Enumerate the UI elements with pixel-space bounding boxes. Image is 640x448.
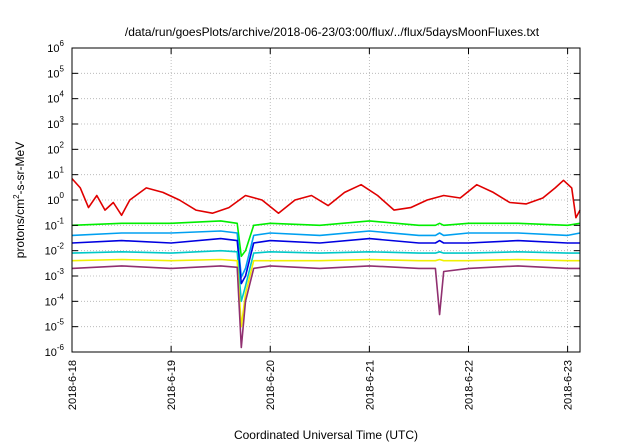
y-tick-label: 102 bbox=[47, 140, 64, 156]
y-axis-label: protons/cm2-s-sr-MeV bbox=[12, 142, 27, 258]
series-group bbox=[71, 178, 581, 349]
y-tick-label-exponent: 6 bbox=[60, 39, 65, 48]
y-tick-label-base: 10 bbox=[45, 347, 57, 359]
y-tick-label-exponent: -5 bbox=[57, 318, 65, 327]
y-tick-label: 104 bbox=[47, 90, 64, 106]
x-tick-label: 2018-6-23 bbox=[563, 360, 575, 410]
y-tick-label-exponent: -6 bbox=[57, 343, 65, 352]
y-tick-label: 101 bbox=[47, 166, 64, 182]
series-line-4 bbox=[71, 237, 580, 285]
x-tick-label: 2018-6-22 bbox=[463, 360, 475, 410]
y-tick-label-exponent: 4 bbox=[60, 90, 65, 99]
y-tick-label: 106 bbox=[47, 39, 64, 55]
y-tick-label-base: 10 bbox=[47, 144, 59, 156]
series-line-7 bbox=[71, 265, 580, 349]
y-tick-label-exponent: -1 bbox=[57, 216, 65, 225]
y-tick-label-base: 10 bbox=[47, 68, 59, 80]
series-line-6 bbox=[71, 258, 580, 328]
y-tick-label: 10-2 bbox=[45, 242, 65, 258]
y-tick-label: 105 bbox=[47, 64, 64, 80]
y-tick-label: 100 bbox=[47, 191, 64, 207]
chart-title: /data/run/goesPlots/archive/2018-06-23/0… bbox=[125, 25, 540, 39]
x-axis: 2018-6-18 2018-6-19 2018-6-20 2018-6-21 2018… bbox=[67, 48, 575, 410]
y-tick-label-base: 10 bbox=[45, 322, 57, 334]
y-axis-label-superscript: 2 bbox=[12, 194, 21, 199]
y-tick-label-exponent: -2 bbox=[57, 242, 65, 251]
y-axis: 10-610-510-410-310-210-11001011021031041… bbox=[45, 39, 580, 359]
y-axis-label-part1: protons/cm bbox=[13, 199, 27, 258]
y-tick-label-base: 10 bbox=[45, 246, 57, 258]
grid-lines bbox=[72, 48, 580, 352]
y-tick-label-base: 10 bbox=[45, 296, 57, 308]
y-tick-label: 10-5 bbox=[45, 318, 65, 334]
y-tick-label-base: 10 bbox=[45, 271, 57, 283]
y-tick-label-exponent: 5 bbox=[60, 64, 65, 73]
series-line-2 bbox=[71, 220, 581, 258]
y-tick-label-base: 10 bbox=[47, 94, 59, 106]
y-axis-label-part2: -s-sr-MeV bbox=[13, 142, 27, 195]
x-tick-label: 2018-6-21 bbox=[364, 360, 376, 410]
y-tick-label-exponent: 2 bbox=[60, 140, 65, 149]
y-tick-label-exponent: 3 bbox=[60, 115, 65, 124]
y-tick-label-base: 10 bbox=[47, 43, 59, 55]
y-tick-label: 10-3 bbox=[45, 267, 65, 283]
y-tick-label-base: 10 bbox=[45, 220, 57, 232]
plot-frame bbox=[71, 47, 581, 353]
y-tick-label-base: 10 bbox=[47, 119, 59, 131]
y-tick-label-exponent: 1 bbox=[60, 166, 65, 175]
series-line-3 bbox=[71, 230, 581, 279]
y-tick-label-exponent: -3 bbox=[57, 267, 65, 276]
x-axis-label: Coordinated Universal Time (UTC) bbox=[234, 428, 418, 442]
x-tick-label: 2018-6-18 bbox=[67, 360, 79, 410]
series-line-1 bbox=[71, 178, 581, 219]
x-tick-label: 2018-6-19 bbox=[166, 360, 178, 410]
y-tick-label: 103 bbox=[47, 115, 64, 131]
y-tick-label-exponent: 0 bbox=[60, 191, 65, 200]
y-tick-label: 10-6 bbox=[45, 343, 65, 359]
y-tick-label-base: 10 bbox=[47, 195, 59, 207]
y-tick-label-base: 10 bbox=[47, 170, 59, 182]
series-line-5 bbox=[71, 249, 580, 303]
y-tick-label: 10-1 bbox=[45, 216, 65, 232]
x-tick-label: 2018-6-20 bbox=[265, 360, 277, 410]
y-tick-label-exponent: -4 bbox=[57, 292, 65, 301]
y-tick-label: 10-4 bbox=[45, 292, 65, 308]
